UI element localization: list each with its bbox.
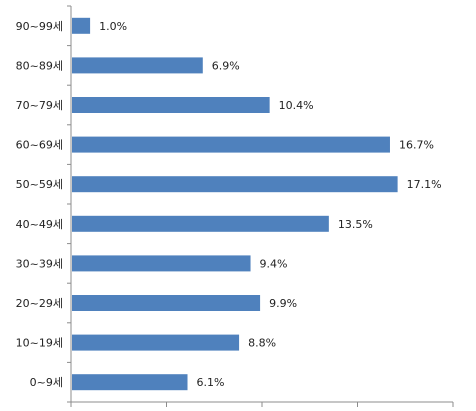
bar [72, 374, 188, 391]
bar [72, 57, 203, 74]
data-label: 16.7% [399, 139, 434, 152]
category-label: 90~99세 [16, 20, 63, 33]
bar [72, 17, 91, 34]
chart-axes [67, 5, 454, 407]
bar [72, 97, 270, 113]
data-label: 13.5% [338, 218, 373, 231]
data-label: 1.0% [99, 20, 127, 33]
data-label: 17.1% [407, 178, 442, 191]
category-label: 80~89세 [16, 59, 63, 72]
bar [72, 334, 240, 351]
data-label: 9.4% [260, 257, 288, 270]
category-label: 20~29세 [16, 297, 63, 310]
bar [72, 176, 398, 193]
bar [72, 136, 390, 153]
bar [72, 215, 329, 232]
category-label: 60~69세 [16, 139, 63, 152]
data-label: 8.8% [248, 337, 276, 350]
bar [72, 255, 251, 272]
category-label: 70~79세 [16, 99, 63, 112]
bar [72, 295, 261, 311]
value-labels: 1.0% 6.9% 10.4% 16.7% 17.1% 13.5% 9.4% 9.9% 8.8%… [99, 20, 441, 389]
category-label: 10~19세 [16, 337, 63, 350]
category-label: 50~59세 [16, 178, 63, 191]
category-labels: 90~99세 80~89세 70~79세 60~69세 50~59세 40~49세 30~3… [16, 20, 63, 389]
data-label: 10.4% [279, 99, 314, 112]
chart-bars [72, 17, 398, 391]
category-label: 0~9세 [30, 376, 63, 389]
data-label: 6.1% [197, 376, 225, 389]
category-label: 30~39세 [16, 257, 63, 270]
data-label: 9.9% [269, 297, 297, 310]
category-label: 40~49세 [16, 218, 63, 231]
data-label: 6.9% [212, 59, 240, 72]
